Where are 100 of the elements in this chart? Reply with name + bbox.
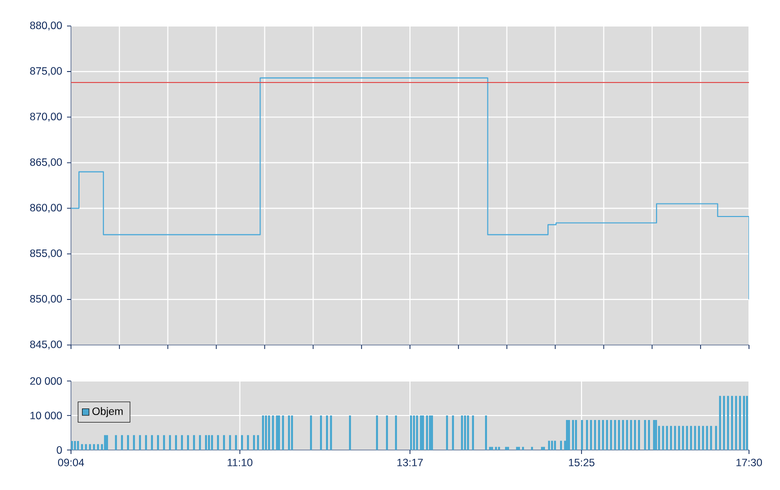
bar (257, 435, 260, 450)
bar (719, 396, 722, 450)
bar (412, 416, 415, 450)
x-tick-label: 09:04 (58, 458, 84, 466)
bar (698, 426, 700, 450)
bar (670, 426, 672, 450)
bar (157, 435, 159, 450)
bar (710, 426, 712, 450)
bar (234, 435, 237, 450)
bar (223, 435, 226, 450)
bar (560, 440, 562, 450)
bar (145, 435, 148, 450)
bar (229, 435, 232, 450)
bar (626, 420, 628, 450)
bar (610, 420, 612, 450)
bar (566, 420, 568, 450)
bar (738, 396, 741, 450)
bar (674, 426, 676, 450)
bar (598, 420, 600, 450)
y-tick-label: 0 (56, 446, 62, 454)
bar (97, 444, 100, 450)
bar (706, 426, 708, 450)
bar (208, 435, 210, 450)
bar (622, 420, 624, 450)
bar (430, 416, 433, 450)
y-tick-label: 880,00 (30, 22, 62, 30)
y-tick-label: 865,00 (30, 158, 62, 168)
bar (746, 396, 748, 450)
bar (288, 416, 290, 450)
bar (540, 446, 543, 450)
bar (416, 416, 418, 450)
bar (252, 435, 255, 450)
bar (581, 420, 584, 450)
bar (498, 446, 500, 450)
bar (522, 446, 524, 450)
bar (494, 446, 497, 450)
bar (460, 416, 463, 450)
bar (394, 416, 397, 450)
y-tick-label: 870,00 (30, 112, 62, 122)
bar (410, 416, 412, 450)
bar (106, 435, 108, 450)
bar (376, 416, 378, 450)
bar (168, 435, 171, 450)
bar (426, 416, 428, 450)
bar (268, 416, 270, 450)
bar (452, 416, 454, 450)
bar (326, 416, 328, 450)
bar (428, 416, 431, 450)
bar (446, 416, 448, 450)
bar (204, 435, 207, 450)
bar (422, 416, 424, 450)
bar (93, 444, 95, 450)
y-tick-label: 845,00 (30, 340, 62, 350)
bar (120, 435, 123, 450)
y-tick-label: 850,00 (30, 295, 62, 304)
bar (731, 396, 734, 450)
bar (666, 426, 668, 450)
y-tick-label: 875,00 (30, 67, 62, 76)
y-tick-label: 20 000 (30, 377, 62, 385)
bar (686, 426, 688, 450)
bar (702, 426, 704, 450)
bar (180, 435, 183, 450)
bar (282, 416, 284, 450)
bar (77, 441, 80, 450)
x-tick-label: 13:17 (397, 458, 423, 466)
x-tick-label: 17:30 (736, 458, 762, 466)
bar (743, 396, 746, 450)
x-tick-label: 11:10 (228, 458, 252, 466)
y-tick-label: 10 000 (30, 412, 62, 420)
bar (193, 435, 196, 450)
bar (88, 444, 91, 450)
bar (186, 435, 189, 450)
legend-label: Objem (92, 407, 123, 418)
bar (690, 426, 692, 450)
bar (198, 435, 201, 450)
bar (531, 446, 534, 450)
x-tick-label: 15:25 (569, 458, 594, 466)
bar (618, 420, 620, 450)
bar (653, 420, 656, 450)
bar (715, 426, 718, 450)
bar (104, 435, 106, 450)
bar (694, 426, 696, 450)
bar (216, 435, 219, 450)
bar (606, 420, 608, 450)
bar (472, 416, 474, 450)
bar (81, 444, 84, 450)
bar (175, 435, 178, 450)
bar (655, 420, 658, 450)
bar (630, 420, 632, 450)
bar (163, 435, 166, 450)
bar (330, 416, 332, 450)
bar (138, 435, 141, 450)
bar (505, 446, 508, 450)
bar (590, 420, 592, 450)
bar (682, 426, 684, 450)
bar (291, 416, 294, 450)
bar (644, 420, 646, 450)
bar (727, 396, 730, 450)
bar (594, 420, 596, 450)
bar (507, 446, 510, 450)
